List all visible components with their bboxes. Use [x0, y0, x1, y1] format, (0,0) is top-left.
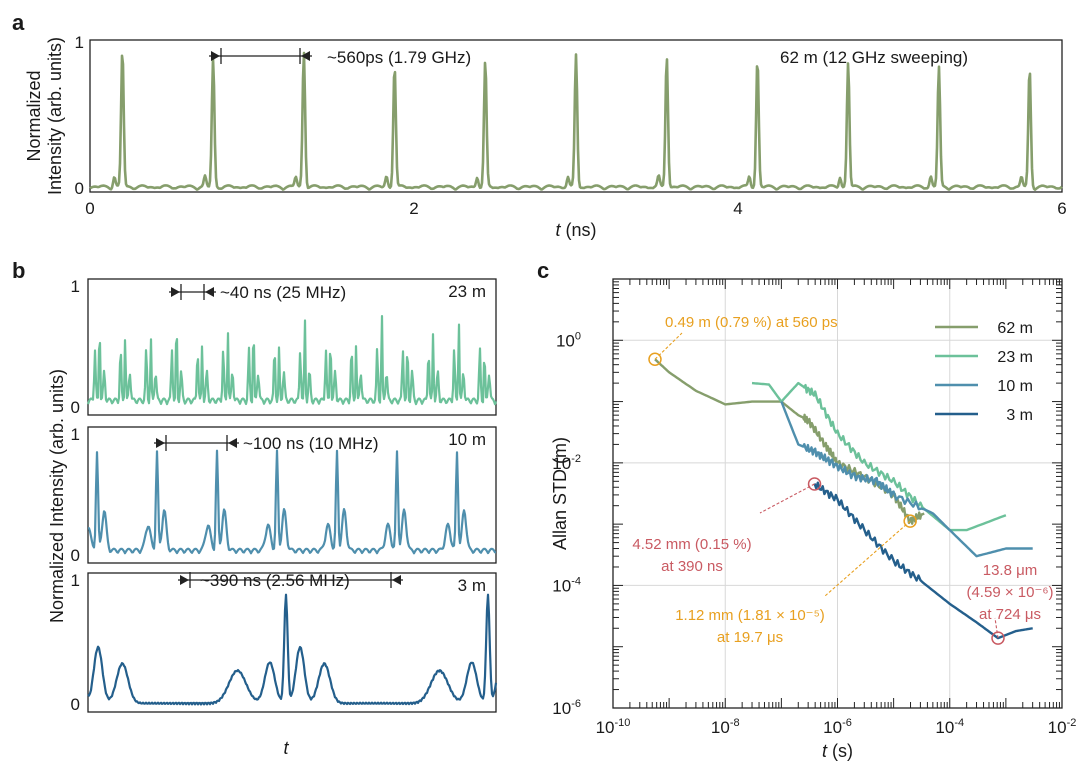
- x-tick-label-c: 10-8: [711, 717, 740, 737]
- series-line-b-0: [86, 315, 498, 406]
- period-annotation-b: ~390 ns (2.56 MHz): [200, 571, 350, 590]
- legend-label: 23 m: [997, 349, 1033, 366]
- length-label-a: 62 m (12 GHz sweeping): [780, 48, 968, 67]
- x-tick-label-a: 6: [1057, 199, 1066, 218]
- panel-label-c: c: [537, 258, 549, 283]
- annotation-leader: [654, 332, 683, 360]
- y-axis-label-b: Normalized Intensity (arb. units): [47, 369, 67, 623]
- length-label-b: 3 m: [458, 576, 486, 595]
- annotation-text: at 724 μs: [979, 606, 1041, 623]
- period-arrowhead: [392, 575, 401, 585]
- y-tick-label-a: 1: [75, 33, 84, 52]
- y-tick-label-b: 0: [71, 546, 80, 565]
- period-arrowhead: [171, 287, 180, 297]
- annotation-text: at 390 ns: [661, 558, 723, 575]
- series-line-62m-a: [89, 51, 1063, 191]
- period-annotation-b: ~40 ns (25 MHz): [220, 283, 346, 302]
- period-annotation-b: ~100 ns (10 MHz): [243, 434, 379, 453]
- length-label-b: 10 m: [448, 430, 486, 449]
- plot-frame-b-2: [87, 572, 497, 713]
- period-arrowhead: [205, 287, 214, 297]
- series-line-b-2: [87, 593, 498, 706]
- annotation-marker: [807, 477, 822, 491]
- y-tick-label-b: 1: [71, 277, 80, 296]
- annotation-marker: [991, 631, 1005, 645]
- series-line-c-23m: [751, 381, 1007, 532]
- annotation-marker: [903, 514, 917, 528]
- y-axis-label-a: Intensity (arb. units): [45, 37, 65, 195]
- y-axis-label-a: Normalized: [24, 70, 44, 161]
- legend-label: 3 m: [1006, 407, 1033, 424]
- y-tick-label-c: 100: [556, 330, 581, 350]
- period-annotation-a: ~560ps (1.79 GHz): [327, 48, 471, 67]
- annotation-text: 4.52 mm (0.15 %): [632, 536, 751, 553]
- chart-b: 0 1 23 m ~40 ns (25 MHz) 0 1 10 m ~100 ns (10 M…: [47, 277, 498, 758]
- annotation-leader: [824, 520, 911, 597]
- annotation-text: 1.12 mm (1.81 × 10⁻⁵): [675, 607, 825, 624]
- x-tick-label-a: 0: [85, 199, 94, 218]
- panel-label-a: a: [12, 10, 25, 35]
- y-tick-label-c: 10-6: [552, 698, 581, 718]
- annotation-marker: [648, 352, 662, 367]
- plot-frame-a: [89, 39, 1063, 193]
- annotation-text: at 19.7 μs: [717, 629, 783, 646]
- panel-label-b: b: [12, 258, 25, 283]
- legend-label: 62 m: [997, 320, 1033, 337]
- legend-label: 10 m: [997, 378, 1033, 395]
- x-tick-label-c: 10-2: [1048, 717, 1077, 737]
- period-arrowhead: [156, 438, 165, 448]
- plot-frame-b-1: [87, 426, 497, 564]
- y-tick-label-b: 0: [71, 695, 80, 714]
- y-tick-label-b: 1: [71, 571, 80, 590]
- series-line-c-3m: [813, 481, 1033, 640]
- length-label-b: 23 m: [448, 282, 486, 301]
- annotation-text: 13.8 μm: [983, 562, 1038, 579]
- x-tick-label-c: 10-4: [935, 717, 964, 737]
- period-arrowhead: [180, 575, 189, 585]
- annotation-text: (4.59 × 10⁻⁶): [966, 584, 1053, 601]
- plot-frame-b-0: [87, 278, 497, 416]
- annotation-leader: [994, 617, 999, 639]
- y-tick-label-b: 1: [71, 425, 80, 444]
- period-arrowhead: [228, 438, 237, 448]
- annotation-leader: [759, 483, 815, 514]
- y-tick-label-c: 10-4: [552, 575, 581, 595]
- chart-a: 0 2 4 6 0 1 t (ns) Normalized Intensity (arb. un…: [24, 33, 1067, 240]
- series-line-c-10m: [780, 401, 1033, 558]
- series-line-c-62m: [654, 358, 925, 525]
- period-arrowhead: [211, 51, 220, 61]
- x-tick-label-c: 10-6: [823, 717, 852, 737]
- y-tick-label-a: 0: [75, 179, 84, 198]
- x-tick-label-a: 4: [733, 199, 742, 218]
- x-axis-label-a: t (ns): [555, 220, 596, 240]
- x-axis-label-b: t: [283, 738, 289, 758]
- series-line-b-1: [87, 449, 497, 555]
- annotation-text: 0.49 m (0.79 %) at 560 ps: [665, 314, 838, 331]
- x-tick-label-a: 2: [409, 199, 418, 218]
- x-axis-label-c: t (s): [822, 741, 853, 761]
- y-tick-label-b: 0: [71, 398, 80, 417]
- x-tick-label-c: 10-10: [596, 717, 631, 737]
- period-arrowhead: [301, 51, 310, 61]
- y-axis-label-c: Allan STD (m): [550, 437, 570, 550]
